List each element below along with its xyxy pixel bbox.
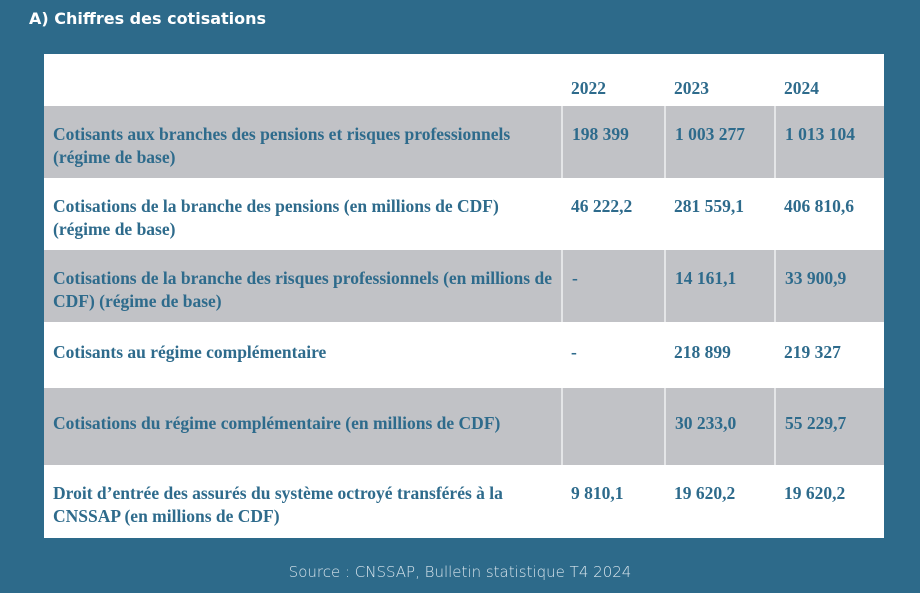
row-label: Droit d’entrée des assurés du système oc… [53, 483, 503, 526]
table-row: Cotisations de la branche des pensions (… [44, 178, 884, 250]
cell-2022: - [561, 250, 665, 322]
table-row: Droit d’entrée des assurés du système oc… [44, 465, 884, 538]
cell-2024: 19 620,2 [784, 483, 846, 503]
cell-2023: 281 559,1 [674, 196, 744, 216]
cell-2024: 33 900,9 [774, 250, 884, 322]
cell-2022: 198 399 [561, 106, 665, 178]
section-title: A) Chiffres des cotisations [29, 9, 267, 28]
cell-2023: 19 620,2 [674, 483, 736, 503]
row-label: Cotisations du régime complémentaire (en… [44, 388, 562, 465]
cell-2022: - [571, 342, 577, 362]
cell-2024: 219 327 [784, 342, 841, 362]
row-label: Cotisations de la branche des pensions (… [53, 196, 499, 239]
source-note: Source : CNSSAP, Bulletin statistique T4… [288, 563, 632, 581]
cell-2022: 46 222,2 [571, 196, 633, 216]
cell-2024: 1 013 104 [774, 106, 884, 178]
row-label: Cotisations de la branche des risques pr… [44, 250, 562, 322]
table-header-row: 2022 2023 2024 [44, 54, 884, 106]
table-row: Cotisations du régime complémentaire (en… [44, 388, 884, 465]
cell-2023: 1 003 277 [664, 106, 775, 178]
cell-2024: 55 229,7 [774, 388, 884, 465]
cell-2024: 406 810,6 [784, 196, 854, 216]
row-label: Cotisants aux branches des pensions et r… [44, 106, 562, 178]
cell-2023: 30 233,0 [664, 388, 775, 465]
row-label: Cotisants au régime complémentaire [53, 342, 327, 362]
header-2022: 2022 [571, 78, 606, 98]
cell-2022: 9 810,1 [571, 483, 624, 503]
cell-2022 [561, 388, 665, 465]
cell-2023: 14 161,1 [664, 250, 775, 322]
cell-2023: 218 899 [674, 342, 731, 362]
table-row: Cotisants au régime complémentaire - 218… [44, 322, 884, 388]
contributions-table: 2022 2023 2024 Cotisants aux branches de… [44, 54, 884, 538]
header-2023: 2023 [674, 78, 709, 98]
table-row: Cotisants aux branches des pensions et r… [44, 106, 884, 178]
table-row: Cotisations de la branche des risques pr… [44, 250, 884, 322]
header-2024: 2024 [784, 78, 819, 98]
header-label [44, 54, 562, 106]
